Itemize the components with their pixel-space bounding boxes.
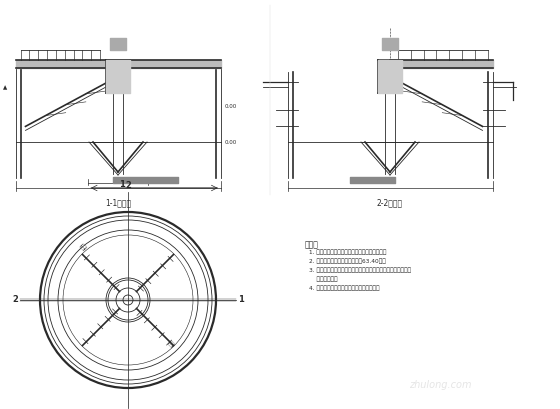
Text: ▲: ▲ (3, 85, 7, 90)
Text: 0.00: 0.00 (225, 103, 237, 108)
Text: 2: 2 (125, 181, 131, 190)
Text: 1: 1 (119, 180, 125, 189)
Text: 说明：: 说明： (305, 240, 319, 249)
Text: 刮泥: 刮泥 (168, 340, 176, 348)
Text: 3. 浓缩池进水入孔数量平均在各处，上游应近入厂正面水平，量: 3. 浓缩池进水入孔数量平均在各处，上游应近入厂正面水平，量 (309, 267, 411, 272)
Text: 行限论意见。: 行限论意见。 (309, 276, 338, 281)
Text: zhulong.com: zhulong.com (409, 380, 472, 390)
Text: 4. 图中方式设备详细做样是配合设备样本。: 4. 图中方式设备详细做样是配合设备样本。 (309, 285, 380, 290)
Text: 2. 标高为绝对标高，地面标高为63.40米。: 2. 标高为绝对标高，地面标高为63.40米。 (309, 258, 386, 263)
Text: 2-2剖面图: 2-2剖面图 (377, 198, 403, 207)
Text: 1: 1 (238, 295, 244, 304)
Text: 0.00: 0.00 (225, 139, 237, 144)
Text: 1. 图中尺寸单位：高程注米计，其余用毫米计。: 1. 图中尺寸单位：高程注米计，其余用毫米计。 (309, 249, 386, 254)
Text: 2: 2 (12, 295, 18, 304)
Text: 1-1剖面图: 1-1剖面图 (105, 198, 131, 207)
Text: 出水: 出水 (80, 243, 88, 252)
